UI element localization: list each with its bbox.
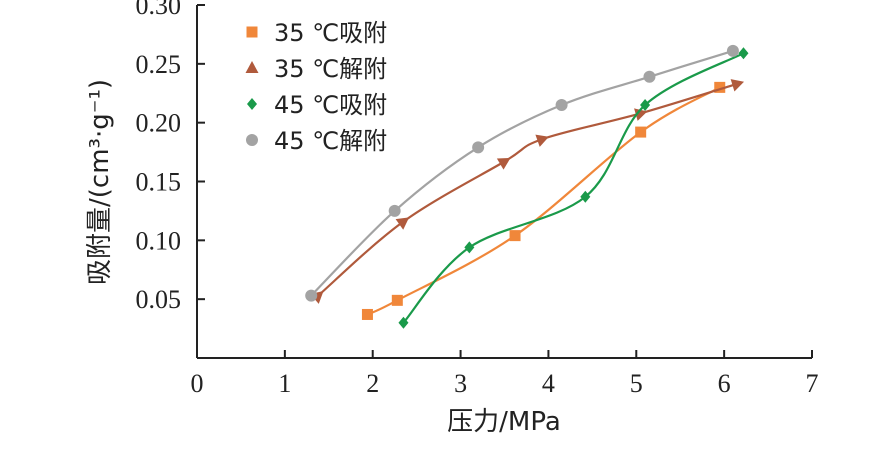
series-2 [398,47,749,329]
series-2-point [464,241,475,254]
series-3 [305,44,739,302]
series-0-point [361,308,373,320]
x-tick-label: 0 [191,369,204,398]
y-tick-label: 0.30 [136,0,182,20]
series-3-point [555,99,568,112]
x-axis-title: 压力/MPa [447,407,561,437]
series-0 [361,81,726,320]
x-tick-label: 4 [542,369,555,398]
series-2-point [640,99,651,112]
series-0-point [509,230,521,242]
y-tick-label: 0.15 [136,168,182,197]
x-tick-label: 3 [454,369,467,398]
series-3-point [472,141,485,154]
legend-label: 45 ℃吸附 [274,91,387,119]
series-3-point [726,44,739,57]
series-0-line [366,86,721,316]
y-tick-label: 0.10 [136,226,182,255]
series-1-line [317,82,738,297]
series-1-point [395,217,410,230]
y-tick-label: 0.25 [136,50,182,79]
legend-label: 35 ℃解附 [274,55,387,83]
legend-item-2: 45 ℃吸附 [247,91,387,119]
x-tick-label: 6 [718,369,731,398]
series-0-point [391,294,403,306]
series-3-line [310,49,734,297]
series-1-point [730,79,745,92]
legend-marker-3 [246,134,258,146]
series-3-point [643,70,656,83]
series-2-point [398,316,409,329]
series-1-point [496,157,511,170]
series-layer [305,44,749,329]
legend: 35 ℃吸附 35 ℃解附 45 ℃吸附 45 ℃解附 [245,19,387,155]
tick-marks [196,4,813,358]
series-0-point [714,81,726,93]
legend-item-1: 35 ℃解附 [245,55,387,83]
legend-label: 45 ℃解附 [274,127,387,155]
series-2-point [580,190,591,203]
x-tick-label: 7 [806,369,819,398]
series-3-point [388,204,401,217]
x-tick-label: 1 [278,369,291,398]
tick-labels: 0 1 2 3 4 5 6 7 0.05 0.10 0.15 0.20 0.25 0.30 [136,0,819,398]
y-axis-title: 吸附量/(cm³·g⁻¹) [85,79,115,285]
legend-item-0: 35 ℃吸附 [246,19,387,47]
legend-marker-1 [245,61,259,73]
legend-item-3: 45 ℃解附 [246,127,387,155]
legend-marker-2 [247,98,257,110]
series-0-point [635,126,647,138]
series-3-point [305,289,318,302]
series-1-point [535,134,549,147]
x-tick-label: 2 [366,369,379,398]
series-2-point [738,47,749,60]
x-tick-label: 5 [630,369,643,398]
legend-label: 35 ℃吸附 [274,19,387,47]
legend-marker-0 [246,26,258,38]
y-tick-label: 0.20 [136,109,182,138]
y-tick-label: 0.05 [136,285,182,314]
